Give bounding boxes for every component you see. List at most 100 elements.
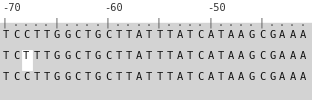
Text: .: .: [43, 18, 49, 28]
Text: T: T: [218, 51, 224, 61]
Text: A: A: [290, 51, 296, 61]
Text: T: T: [23, 51, 29, 61]
Text: A: A: [300, 30, 306, 40]
Text: G: G: [54, 51, 60, 61]
Text: T: T: [125, 72, 132, 82]
Text: .: .: [125, 18, 131, 28]
Text: T: T: [2, 30, 9, 40]
Text: G: G: [95, 30, 101, 40]
Text: A: A: [279, 30, 285, 40]
Text: .: .: [279, 18, 285, 28]
Text: A: A: [300, 51, 306, 61]
Text: G: G: [54, 72, 60, 82]
Text: G: G: [269, 30, 275, 40]
Text: |: |: [207, 18, 213, 28]
Text: C: C: [105, 30, 111, 40]
Text: -70: -70: [2, 3, 21, 13]
Text: C: C: [197, 30, 203, 40]
Text: .: .: [145, 18, 151, 28]
Text: C: C: [105, 72, 111, 82]
Text: |: |: [258, 18, 264, 28]
Text: T: T: [33, 51, 40, 61]
Text: |: |: [156, 18, 162, 28]
Text: T: T: [146, 30, 152, 40]
Text: A: A: [238, 51, 245, 61]
Text: T: T: [33, 72, 40, 82]
Text: A: A: [279, 51, 285, 61]
Text: T: T: [43, 30, 50, 40]
Text: .: .: [269, 18, 274, 28]
Text: |: |: [310, 18, 312, 28]
Text: A: A: [228, 72, 234, 82]
Text: C: C: [105, 51, 111, 61]
Text: G: G: [64, 51, 70, 61]
Text: T: T: [115, 51, 121, 61]
Text: T: T: [43, 51, 50, 61]
Text: .: .: [187, 18, 193, 28]
Text: T: T: [218, 72, 224, 82]
Text: C: C: [259, 30, 265, 40]
Text: T: T: [167, 72, 173, 82]
Text: A: A: [238, 30, 245, 40]
Text: |: |: [2, 18, 8, 28]
Text: .: .: [166, 18, 172, 28]
Text: G: G: [249, 30, 255, 40]
Text: G: G: [269, 51, 275, 61]
Text: .: .: [217, 18, 223, 28]
Text: G: G: [64, 72, 70, 82]
Text: C: C: [74, 51, 80, 61]
Text: A: A: [228, 51, 234, 61]
Text: A: A: [177, 30, 183, 40]
Text: A: A: [290, 30, 296, 40]
Text: T: T: [115, 72, 121, 82]
Text: C: C: [13, 51, 19, 61]
Text: G: G: [249, 72, 255, 82]
Text: T: T: [85, 51, 91, 61]
Text: T: T: [2, 72, 9, 82]
Text: T: T: [156, 51, 163, 61]
Text: .: .: [248, 18, 254, 28]
Text: .: .: [238, 18, 244, 28]
Text: A: A: [228, 30, 234, 40]
Text: A: A: [136, 72, 142, 82]
Text: G: G: [64, 30, 70, 40]
Text: T: T: [156, 72, 163, 82]
Text: A: A: [207, 72, 214, 82]
Text: .: .: [84, 18, 90, 28]
Text: G: G: [95, 51, 101, 61]
Text: C: C: [74, 30, 80, 40]
Text: A: A: [177, 72, 183, 82]
Text: T: T: [115, 30, 121, 40]
Text: A: A: [136, 30, 142, 40]
Text: A: A: [207, 30, 214, 40]
Text: .: .: [176, 18, 182, 28]
Text: C: C: [23, 30, 29, 40]
Text: C: C: [259, 72, 265, 82]
Text: .: .: [135, 18, 141, 28]
Text: T: T: [146, 51, 152, 61]
Text: .: .: [115, 18, 121, 28]
Text: A: A: [207, 51, 214, 61]
Text: T: T: [167, 51, 173, 61]
Text: A: A: [290, 72, 296, 82]
Text: -50: -50: [207, 3, 226, 13]
Text: T: T: [125, 30, 132, 40]
Text: T: T: [156, 30, 163, 40]
Text: G: G: [269, 72, 275, 82]
Text: .: .: [33, 18, 39, 28]
Text: .: .: [12, 18, 18, 28]
Text: A: A: [300, 72, 306, 82]
Text: A: A: [279, 72, 285, 82]
Text: .: .: [74, 18, 80, 28]
Text: G: G: [249, 51, 255, 61]
Text: .: .: [299, 18, 305, 28]
Text: T: T: [85, 30, 91, 40]
Text: T: T: [218, 30, 224, 40]
Text: C: C: [197, 51, 203, 61]
Bar: [0, 23, 312, 100]
Text: T: T: [187, 72, 193, 82]
Text: A: A: [177, 51, 183, 61]
Text: T: T: [146, 72, 152, 82]
Text: C: C: [23, 72, 29, 82]
Text: .: .: [94, 18, 100, 28]
